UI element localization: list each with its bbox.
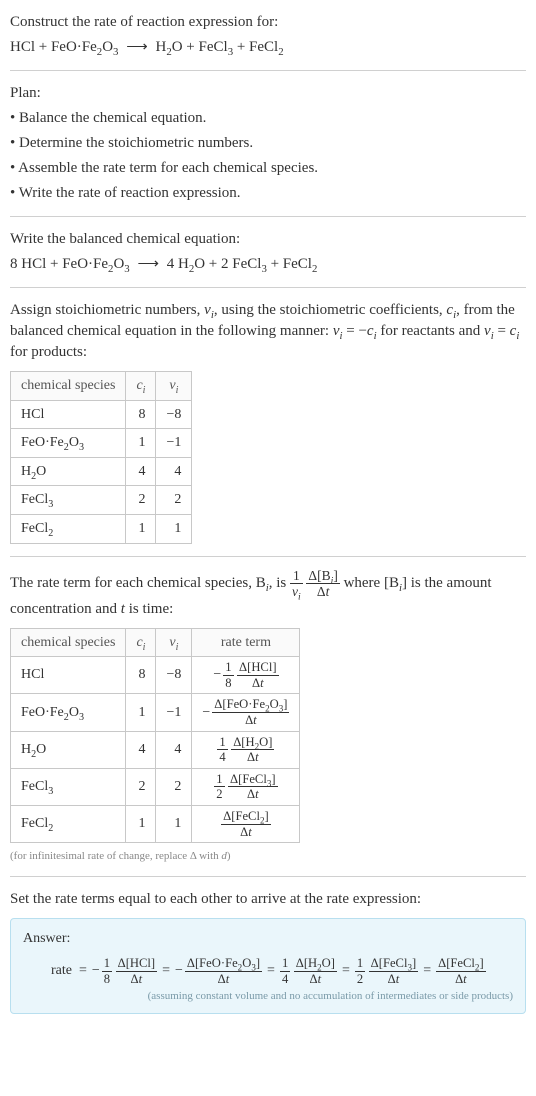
rateterm-section: The rate term for each chemical species,… xyxy=(10,569,526,620)
answer-note: (assuming constant volume and no accumul… xyxy=(23,989,513,1004)
cell-nu: −1 xyxy=(156,429,192,458)
frac-num: Δ[Bi] xyxy=(306,569,339,585)
balanced-heading: Write the balanced chemical equation: xyxy=(10,229,526,250)
plan-item: • Write the rate of reaction expression. xyxy=(10,183,526,204)
divider xyxy=(10,556,526,557)
divider xyxy=(10,287,526,288)
cell-species: FeCl3 xyxy=(11,768,126,805)
cell-nu: 4 xyxy=(156,731,192,768)
col-species: chemical species xyxy=(11,372,126,401)
cell-c: 1 xyxy=(126,514,156,543)
cell-nu: 2 xyxy=(156,768,192,805)
balanced-section: Write the balanced chemical equation: 8 … xyxy=(10,229,526,275)
table-row: HCl8−8 xyxy=(11,400,192,429)
rateterm-text: The rate term for each chemical species,… xyxy=(10,569,526,620)
table-row: FeO·Fe2O31−1 xyxy=(11,429,192,458)
cell-species: FeO·Fe2O3 xyxy=(11,429,126,458)
divider xyxy=(10,216,526,217)
frac-1-over-nu: 1 νi xyxy=(290,569,303,599)
cell-rateterm: −Δ[FeO·Fe2O3]Δt xyxy=(192,694,300,731)
col-species: chemical species xyxy=(11,628,126,657)
cell-species: FeO·Fe2O3 xyxy=(11,694,126,731)
cell-nu: 1 xyxy=(156,514,192,543)
infinitesimal-note: (for infinitesimal rate of change, repla… xyxy=(10,849,526,864)
cell-nu: −8 xyxy=(156,400,192,429)
divider xyxy=(10,876,526,877)
table-row: FeCl211 xyxy=(11,514,192,543)
col-c: ci xyxy=(126,628,156,657)
col-nu: νi xyxy=(156,628,192,657)
cell-c: 4 xyxy=(126,731,156,768)
cell-rateterm: Δ[FeCl2]Δt xyxy=(192,805,300,842)
cell-c: 2 xyxy=(126,768,156,805)
unbalanced-eq: HCl + FeO·Fe2O3 ⟶ H2O + FeCl3 + FeCl2 xyxy=(10,37,526,58)
table-row: FeCl211Δ[FeCl2]Δt xyxy=(11,805,300,842)
cell-species: H2O xyxy=(11,457,126,486)
cell-species: HCl xyxy=(11,400,126,429)
cell-nu: −1 xyxy=(156,694,192,731)
stoich-table-2: chemical species ci νi rate term HCl8−8−… xyxy=(10,628,300,844)
cell-rateterm: −18 Δ[HCl]Δt xyxy=(192,657,300,694)
table-row: FeO·Fe2O31−1−Δ[FeO·Fe2O3]Δt xyxy=(11,694,300,731)
cell-species: FeCl2 xyxy=(11,514,126,543)
cell-nu: −8 xyxy=(156,657,192,694)
final-heading: Set the rate terms equal to each other t… xyxy=(10,889,526,910)
table-header-row: chemical species ci νi rate term xyxy=(11,628,300,657)
divider xyxy=(10,70,526,71)
cell-rateterm: 12 Δ[FeCl3]Δt xyxy=(192,768,300,805)
table-row: FeCl32212 Δ[FeCl3]Δt xyxy=(11,768,300,805)
table-header-row: chemical species ci νi xyxy=(11,372,192,401)
plan-item: • Balance the chemical equation. xyxy=(10,108,526,129)
cell-nu: 4 xyxy=(156,457,192,486)
cell-rateterm: 14 Δ[H2O]Δt xyxy=(192,731,300,768)
intro-line1: Construct the rate of reaction expressio… xyxy=(10,12,526,33)
final-section: Set the rate terms equal to each other t… xyxy=(10,889,526,1013)
cell-c: 1 xyxy=(126,429,156,458)
frac-num: 1 xyxy=(290,569,303,585)
rate-expression: rate=−18 Δ[HCl]Δt=−Δ[FeO·Fe2O3]Δt=14 Δ[H… xyxy=(23,957,513,985)
cell-species: FeCl2 xyxy=(11,805,126,842)
plan-section: Plan: • Balance the chemical equation. •… xyxy=(10,83,526,204)
assign-text: Assign stoichiometric numbers, νi, using… xyxy=(10,300,526,363)
cell-c: 1 xyxy=(126,694,156,731)
cell-nu: 1 xyxy=(156,805,192,842)
cell-nu: 2 xyxy=(156,486,192,515)
answer-box: Answer: rate=−18 Δ[HCl]Δt=−Δ[FeO·Fe2O3]Δ… xyxy=(10,918,526,1013)
table-row: HCl8−8−18 Δ[HCl]Δt xyxy=(11,657,300,694)
table-row: FeCl322 xyxy=(11,486,192,515)
table-row: H2O4414 Δ[H2O]Δt xyxy=(11,731,300,768)
balanced-eq: 8 HCl + FeO·Fe2O3 ⟶ 4 H2O + 2 FeCl3 + Fe… xyxy=(10,254,526,275)
assign-section: Assign stoichiometric numbers, νi, using… xyxy=(10,300,526,363)
cell-c: 4 xyxy=(126,457,156,486)
cell-species: FeCl3 xyxy=(11,486,126,515)
col-c: ci xyxy=(126,372,156,401)
cell-c: 8 xyxy=(126,400,156,429)
frac-dB-dt: Δ[Bi] Δt xyxy=(306,569,339,599)
plan-item: • Assemble the rate term for each chemic… xyxy=(10,158,526,179)
cell-species: HCl xyxy=(11,657,126,694)
col-nu: νi xyxy=(156,372,192,401)
col-rateterm: rate term xyxy=(192,628,300,657)
cell-c: 2 xyxy=(126,486,156,515)
cell-c: 8 xyxy=(126,657,156,694)
cell-species: H2O xyxy=(11,731,126,768)
intro-section: Construct the rate of reaction expressio… xyxy=(10,12,526,58)
table-row: H2O44 xyxy=(11,457,192,486)
cell-c: 1 xyxy=(126,805,156,842)
answer-label: Answer: xyxy=(23,929,513,949)
rateterm-pre: The rate term for each chemical species,… xyxy=(10,575,290,591)
frac-den: Δt xyxy=(306,584,339,599)
stoich-table-1: chemical species ci νi HCl8−8 FeO·Fe2O31… xyxy=(10,371,192,544)
plan-item: • Determine the stoichiometric numbers. xyxy=(10,133,526,154)
frac-den: νi xyxy=(290,584,303,599)
plan-heading: Plan: xyxy=(10,83,526,104)
